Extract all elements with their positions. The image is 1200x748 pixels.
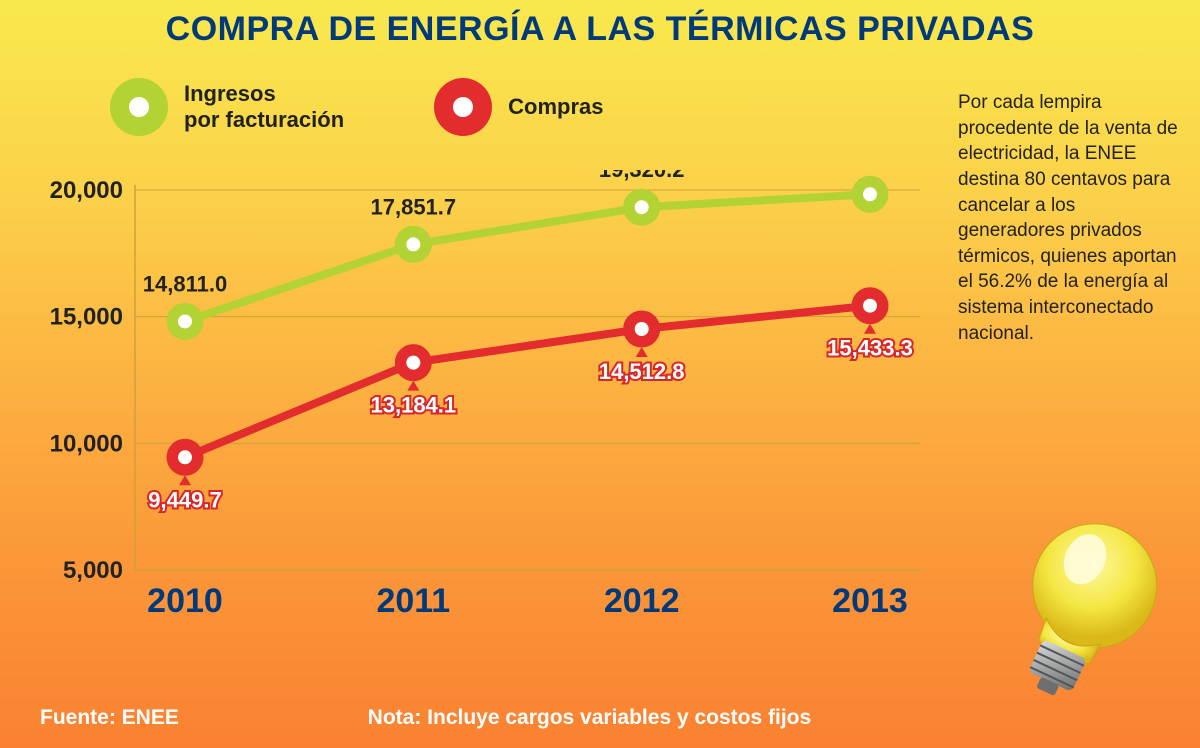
light-bulb-icon (982, 508, 1182, 718)
footer: Fuente: ENEE Nota: Incluye cargos variab… (0, 706, 1200, 730)
legend-label-ingresos: Ingresospor facturación (184, 81, 344, 134)
svg-text:14,811.0: 14,811.0 (143, 271, 227, 296)
footer-note: Nota: Incluye cargos variables y costos … (179, 706, 1000, 730)
legend: Ingresospor facturación Compras (110, 78, 604, 136)
svg-text:13,184.1: 13,184.1 (371, 393, 457, 418)
legend-item-ingresos: Ingresospor facturación (110, 78, 344, 136)
svg-text:10,000: 10,000 (50, 430, 123, 457)
legend-marker-ingresos (110, 78, 168, 136)
svg-text:15,000: 15,000 (50, 304, 123, 331)
svg-text:15,433.3: 15,433.3 (827, 336, 913, 361)
svg-text:17,851.7: 17,851.7 (371, 194, 457, 219)
svg-text:2013: 2013 (832, 582, 908, 620)
svg-text:5,000: 5,000 (63, 557, 123, 584)
legend-marker-compras (434, 78, 492, 136)
svg-text:9,449.7: 9,449.7 (148, 487, 221, 512)
svg-text:2012: 2012 (604, 582, 680, 620)
sidebar-paragraph: Por cada lempira procedente de la venta … (958, 90, 1178, 346)
legend-label-compras: Compras (508, 94, 603, 120)
svg-text:20,000: 20,000 (50, 177, 123, 204)
line-chart: 5,000 10,000 15,000 20,000 2010 2011 2012 2013 1… (40, 170, 940, 650)
chart-title: COMPRA DE ENERGÍA A LAS TÉRMICAS PRIVADA… (0, 0, 1200, 49)
source-label: Fuente: ENEE (40, 706, 179, 730)
svg-text:2011: 2011 (376, 582, 450, 620)
svg-text:14,512.8: 14,512.8 (599, 359, 685, 384)
svg-text:19,320.2: 19,320.2 (599, 170, 685, 182)
svg-text:2010: 2010 (147, 582, 223, 620)
legend-item-compras: Compras (434, 78, 603, 136)
